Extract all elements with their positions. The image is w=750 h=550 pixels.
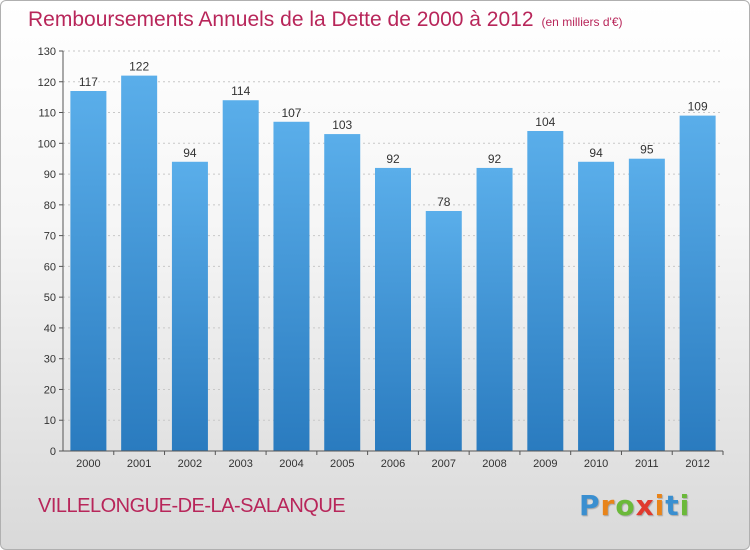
labels: 0 10 20 30 40 50 60 70 80 90 100 110 120 130 117 2000 12… bbox=[38, 46, 710, 470]
y-tick-label: 40 bbox=[44, 323, 56, 335]
bar-2012 bbox=[679, 115, 716, 451]
data-label-2011: 95 bbox=[640, 143, 654, 157]
y-tick-label: 100 bbox=[38, 138, 56, 150]
x-tick-label-2006: 2006 bbox=[381, 458, 405, 470]
data-label-2006: 92 bbox=[386, 152, 400, 166]
x-tick-label-2005: 2005 bbox=[330, 458, 354, 470]
y-tick-label: 30 bbox=[44, 354, 56, 366]
brand-logo-letter: P bbox=[579, 489, 601, 522]
y-tick-label: 90 bbox=[44, 169, 56, 181]
bar-2005 bbox=[324, 134, 361, 452]
bar-2001 bbox=[121, 75, 158, 451]
bars bbox=[70, 75, 716, 452]
brand-logo-letter: i bbox=[679, 489, 691, 522]
bar-2006 bbox=[375, 167, 411, 451]
brand-logo-letter: x bbox=[635, 489, 655, 522]
y-tick-label: 10 bbox=[44, 415, 56, 427]
x-tick-label-2010: 2010 bbox=[584, 458, 608, 470]
x-tick-label-2008: 2008 bbox=[482, 458, 506, 470]
bar-2000 bbox=[70, 91, 107, 451]
bar-2007 bbox=[425, 211, 462, 451]
y-tick-label: 70 bbox=[44, 231, 56, 243]
x-tick-label-2012: 2012 bbox=[685, 458, 709, 470]
data-label-2007: 78 bbox=[437, 195, 451, 209]
bar-2004 bbox=[273, 121, 310, 452]
x-tick-label-2004: 2004 bbox=[279, 458, 303, 470]
chart-subtitle: (en milliers d'€) bbox=[541, 15, 623, 29]
commune-name: VILLELONGUE-DE-LA-SALANQUE bbox=[38, 495, 346, 517]
y-tick-label: 120 bbox=[38, 77, 56, 89]
axes bbox=[59, 50, 724, 455]
chart-title: Remboursements Annuels de la Dette de 20… bbox=[28, 8, 623, 32]
y-tick-label: 80 bbox=[44, 200, 56, 212]
bar-2002 bbox=[171, 161, 208, 451]
bar-2003 bbox=[222, 100, 259, 451]
x-tick-label-2003: 2003 bbox=[228, 458, 252, 470]
bar-2008 bbox=[476, 167, 513, 451]
data-label-2008: 92 bbox=[488, 152, 502, 166]
data-label-2002: 94 bbox=[183, 146, 197, 160]
bar-2011 bbox=[628, 158, 665, 451]
data-label-2012: 109 bbox=[688, 100, 708, 114]
x-tick-label-2000: 2000 bbox=[76, 458, 100, 470]
brand-logo-letter: i bbox=[654, 489, 666, 522]
data-label-2009: 104 bbox=[535, 115, 555, 129]
data-label-2004: 107 bbox=[281, 106, 301, 120]
bar-2009 bbox=[527, 131, 564, 451]
data-label-2010: 94 bbox=[589, 146, 603, 160]
y-tick-label: 110 bbox=[38, 108, 56, 120]
y-tick-label: 130 bbox=[38, 46, 56, 58]
brand-logo-letter: o bbox=[615, 489, 636, 522]
data-label-2005: 103 bbox=[332, 118, 352, 132]
brand-logo: Proxiti bbox=[579, 489, 690, 522]
data-label-2000: 117 bbox=[79, 75, 98, 89]
chart-title-text: Remboursements Annuels de la Dette de 20… bbox=[28, 8, 534, 31]
data-label-2001: 122 bbox=[129, 60, 149, 74]
y-tick-label: 0 bbox=[50, 446, 56, 458]
x-tick-label-2011: 2011 bbox=[635, 458, 659, 470]
bar-2010 bbox=[578, 161, 615, 451]
x-tick-label-2009: 2009 bbox=[533, 458, 557, 470]
data-label-2003: 114 bbox=[231, 84, 250, 98]
x-tick-label-2002: 2002 bbox=[178, 458, 202, 470]
y-tick-label: 20 bbox=[44, 384, 56, 396]
brand-logo-letter: r bbox=[600, 489, 616, 522]
x-tick-label-2007: 2007 bbox=[432, 458, 456, 470]
brand-logo-letter: t bbox=[665, 489, 680, 522]
x-tick-label-2001: 2001 bbox=[127, 458, 151, 470]
y-tick-label: 60 bbox=[44, 261, 56, 273]
y-tick-label: 50 bbox=[44, 292, 56, 304]
